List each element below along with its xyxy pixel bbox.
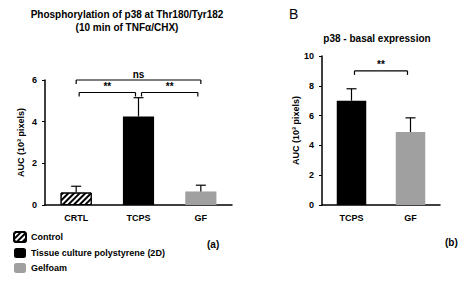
svg-text:CRTL: CRTL [64,213,88,223]
svg-text:**: ** [166,81,174,92]
svg-text:4: 4 [309,140,314,150]
svg-text:TCPS: TCPS [126,213,150,223]
svg-text:Tissue culture polystyrene (2D: Tissue culture polystyrene (2D) [31,248,165,258]
svg-text:Phosphorylation of p38 at Thr1: Phosphorylation of p38 at Thr180/Tyr182 [31,9,224,20]
svg-text:B: B [289,6,298,22]
svg-text:AUC (10³ pixels): AUC (10³ pixels) [291,96,301,165]
svg-text:4: 4 [32,117,37,127]
svg-text:**: ** [103,81,111,92]
svg-text:Gelfoam: Gelfoam [31,263,67,273]
svg-text:10: 10 [304,51,314,61]
svg-text:GF: GF [404,213,417,223]
svg-text:6: 6 [32,75,37,85]
svg-text:0: 0 [32,200,37,210]
svg-text:2: 2 [32,158,37,168]
svg-text:(b): (b) [445,237,458,248]
svg-text:(10 min of TNFα/CHX): (10 min of TNFα/CHX) [76,22,179,33]
svg-text:(a): (a) [207,239,219,250]
svg-text:0: 0 [309,200,314,210]
svg-text:ns: ns [133,69,145,80]
svg-text:GF: GF [195,213,208,223]
svg-text:Control: Control [31,232,63,242]
svg-text:8: 8 [309,81,314,91]
svg-text:TCPS: TCPS [339,213,363,223]
svg-text:2: 2 [309,170,314,180]
svg-text:6: 6 [309,111,314,121]
svg-text:AUC (10³ pixels): AUC (10³ pixels) [16,108,26,177]
svg-text:**: ** [377,59,385,70]
svg-text:p38 - basal expression: p38 - basal expression [323,33,430,44]
